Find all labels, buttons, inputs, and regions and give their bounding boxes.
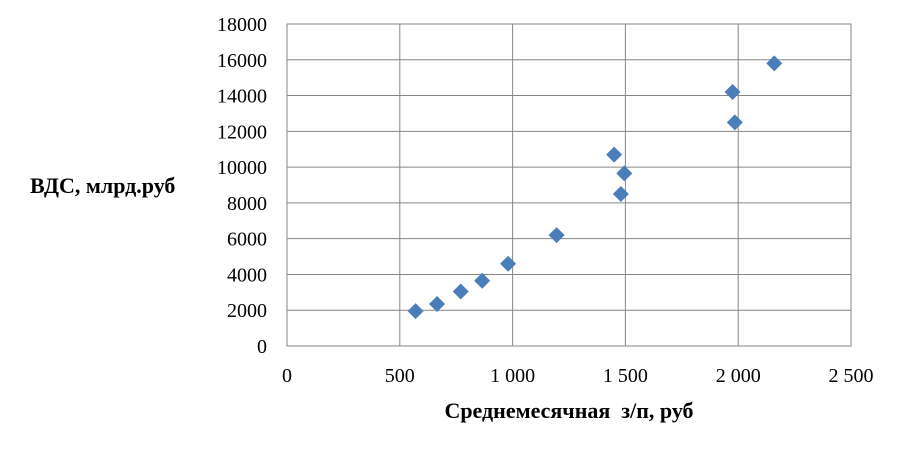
x-tick-label: 2 000 <box>716 365 761 387</box>
y-tick-label: 8000 <box>227 193 267 215</box>
y-tick-label: 16000 <box>217 50 267 72</box>
data-point <box>724 83 741 100</box>
data-point <box>429 295 446 312</box>
plot-area <box>286 23 852 347</box>
data-point <box>407 303 424 320</box>
x-axis-ticks: 0 500 1 000 1 500 2 000 2 500 <box>282 365 874 387</box>
grid-lines <box>286 23 852 347</box>
x-tick-label: 500 <box>385 365 415 387</box>
data-point <box>500 255 517 272</box>
data-point <box>452 283 469 300</box>
y-axis-title: ВДС, млрд.руб <box>30 173 175 198</box>
y-tick-label: 12000 <box>217 121 267 143</box>
data-points <box>407 55 783 320</box>
y-tick-label: 18000 <box>217 14 267 36</box>
y-tick-label: 4000 <box>227 264 267 286</box>
data-point <box>766 55 783 72</box>
data-point <box>606 146 623 163</box>
data-point <box>612 185 629 202</box>
x-tick-label: 1 500 <box>603 365 648 387</box>
data-point <box>726 114 743 131</box>
data-point <box>548 227 565 244</box>
x-axis-title: Среднемесячная з/п, руб <box>444 398 693 423</box>
y-tick-label: 6000 <box>227 229 267 251</box>
y-tick-label: 10000 <box>217 157 267 179</box>
y-tick-label: 14000 <box>217 86 267 108</box>
x-tick-label: 2 500 <box>829 365 874 387</box>
y-axis-ticks: 0 2000 4000 6000 8000 10000 12000 14000 16000 180… <box>217 14 267 358</box>
x-tick-label: 0 <box>282 365 292 387</box>
data-point <box>616 165 633 182</box>
x-tick-label: 1 000 <box>490 365 535 387</box>
data-point <box>474 272 491 289</box>
y-tick-label: 0 <box>257 336 267 358</box>
y-tick-label: 2000 <box>227 300 267 322</box>
